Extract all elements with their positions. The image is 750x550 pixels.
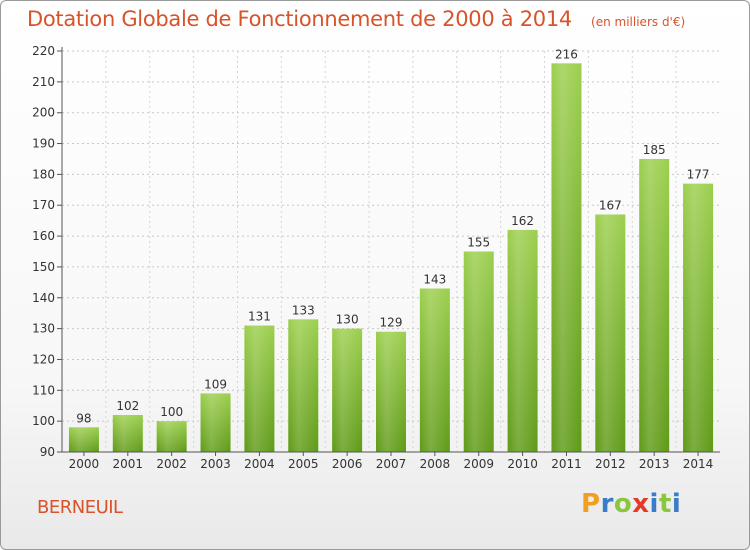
y-tick-label: 130 <box>32 322 55 336</box>
x-tick-label: 2007 <box>376 457 407 471</box>
logo-letter: i <box>649 489 659 519</box>
y-tick-label: 170 <box>32 198 55 212</box>
chart-unit: (en milliers d'€) <box>591 15 686 29</box>
logo-letter: P <box>581 489 601 519</box>
title-row: Dotation Globale de Fonctionnement de 20… <box>27 7 685 31</box>
bar-highlight <box>419 288 450 452</box>
bar-highlight <box>551 63 582 452</box>
bar-highlight <box>244 325 275 452</box>
x-tick-label: 2012 <box>595 457 626 471</box>
bar-highlight <box>288 319 319 452</box>
data-label: 129 <box>380 316 403 330</box>
bar-highlight <box>112 414 143 452</box>
data-label: 162 <box>511 214 534 228</box>
data-label: 133 <box>292 303 315 317</box>
y-tick-label: 220 <box>32 44 55 58</box>
x-tick-label: 2014 <box>683 457 714 471</box>
data-label: 167 <box>599 198 622 212</box>
bar-highlight <box>200 393 231 452</box>
x-tick-label: 2000 <box>69 457 100 471</box>
data-label: 216 <box>555 47 578 61</box>
data-label: 177 <box>687 168 710 182</box>
y-tick-label: 90 <box>40 445 55 459</box>
y-tick-label: 100 <box>32 414 55 428</box>
data-label: 131 <box>248 310 271 324</box>
x-tick-label: 2002 <box>156 457 187 471</box>
y-tick-label: 210 <box>32 75 55 89</box>
logo-letter: r <box>600 489 614 519</box>
x-tick-label: 2008 <box>420 457 451 471</box>
y-tick-label: 160 <box>32 229 55 243</box>
data-label: 130 <box>336 313 359 327</box>
data-label: 185 <box>643 143 666 157</box>
chart-title: Dotation Globale de Fonctionnement de 20… <box>27 7 572 31</box>
logo-letter: x <box>632 489 650 519</box>
x-tick-label: 2004 <box>244 457 275 471</box>
y-tick-label: 140 <box>32 291 55 305</box>
y-tick-label: 150 <box>32 260 55 274</box>
logo-letter: i <box>671 489 682 519</box>
bar-highlight <box>463 251 494 452</box>
y-tick-label: 110 <box>32 383 55 397</box>
y-tick-label: 190 <box>32 137 55 151</box>
bar-highlight <box>376 331 406 452</box>
data-label: 155 <box>467 236 490 250</box>
x-tick-label: 2005 <box>288 457 319 471</box>
y-tick-label: 120 <box>32 352 55 366</box>
bar-highlight <box>332 328 363 452</box>
x-tick-label: 2010 <box>507 457 538 471</box>
x-tick-label: 2006 <box>332 457 363 471</box>
bar-highlight <box>68 427 99 452</box>
bar-highlight <box>156 421 187 452</box>
logo-letter: t <box>658 489 672 519</box>
data-label: 98 <box>76 411 91 425</box>
x-tick-label: 2011 <box>551 457 582 471</box>
data-label: 102 <box>116 399 139 413</box>
x-tick-label: 2009 <box>463 457 494 471</box>
bar-highlight <box>595 214 626 452</box>
x-tick-label: 2001 <box>113 457 144 471</box>
data-label: 109 <box>204 377 227 391</box>
bar-highlight <box>639 158 670 452</box>
x-tick-label: 2013 <box>639 457 670 471</box>
x-tick-label: 2003 <box>200 457 231 471</box>
y-tick-label: 180 <box>32 167 55 181</box>
logo-letter: o <box>613 489 633 519</box>
place-name: BERNEUIL <box>37 497 123 518</box>
proxiti-logo: Proxiti <box>581 489 681 519</box>
data-label: 100 <box>160 405 183 419</box>
data-label: 143 <box>423 273 446 287</box>
bar-highlight <box>507 229 538 452</box>
y-tick-label: 200 <box>32 106 55 120</box>
bar-highlight <box>683 183 714 452</box>
